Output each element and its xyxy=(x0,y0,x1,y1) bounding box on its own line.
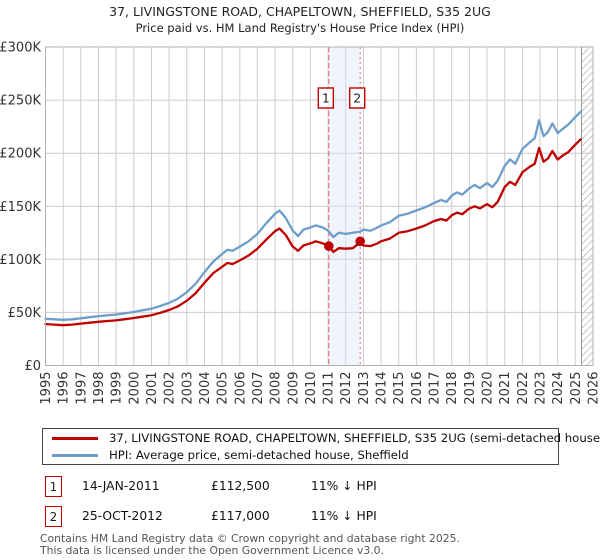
svg-text:1: 1 xyxy=(322,91,330,106)
svg-text:2022: 2022 xyxy=(516,372,531,405)
transaction-hpi-delta: 11% ↓ HPI xyxy=(311,509,377,523)
svg-text:2011: 2011 xyxy=(322,372,337,405)
svg-text:2001: 2001 xyxy=(145,372,160,405)
svg-text:2: 2 xyxy=(353,91,361,106)
svg-text:2016: 2016 xyxy=(410,372,425,405)
svg-text:1999: 1999 xyxy=(110,372,125,405)
svg-text:£250K: £250K xyxy=(0,94,41,109)
transaction-price: £112,500 xyxy=(211,479,270,493)
svg-text:2003: 2003 xyxy=(180,372,195,405)
sale-marker-label-2: 2 xyxy=(349,87,366,109)
svg-text:2013: 2013 xyxy=(357,372,372,405)
svg-text:2012: 2012 xyxy=(339,372,354,405)
transaction-price: £117,000 xyxy=(211,509,270,523)
svg-text:2000: 2000 xyxy=(127,372,142,405)
legend-item-price-paid: 37, LIVINGSTONE ROAD, CHAPELTOWN, SHEFFI… xyxy=(52,431,600,445)
svg-text:2010: 2010 xyxy=(304,372,319,405)
svg-text:2014: 2014 xyxy=(375,372,390,405)
svg-text:2019: 2019 xyxy=(463,372,478,405)
legend-label: 37, LIVINGSTONE ROAD, CHAPELTOWN, SHEFFI… xyxy=(109,431,600,445)
y-axis-labels: £0 £50K £100K £150K £200K £250K £300K xyxy=(0,41,41,375)
licence-line: This data is licensed under the Open Gov… xyxy=(40,544,384,557)
copyright-line: Contains HM Land Registry data © Crown c… xyxy=(40,532,460,545)
svg-text:2002: 2002 xyxy=(163,372,178,405)
sale-point-2 xyxy=(355,236,366,247)
chart-legend: 37, LIVINGSTONE ROAD, CHAPELTOWN, SHEFFI… xyxy=(42,428,600,465)
svg-text:2007: 2007 xyxy=(251,372,266,405)
svg-text:1996: 1996 xyxy=(57,372,72,405)
svg-text:2021: 2021 xyxy=(498,372,513,405)
legend-label: HPI: Average price, semi-detached house,… xyxy=(109,448,409,462)
sale-point-1 xyxy=(324,241,334,251)
transaction-row: 2 25-OCT-2012 £117,000 11% ↓ HPI xyxy=(0,506,600,528)
transaction-number-badge: 2 xyxy=(45,506,62,527)
svg-text:2026: 2026 xyxy=(587,372,600,405)
svg-text:2018: 2018 xyxy=(445,372,460,405)
svg-text:1998: 1998 xyxy=(92,372,107,405)
svg-text:1997: 1997 xyxy=(74,372,89,405)
x-axis-labels: 1995 1996 1997 1998 1999 2000 2001 2002 2003 2004… xyxy=(39,372,600,405)
svg-text:2005: 2005 xyxy=(216,372,231,405)
hpi-line xyxy=(44,110,582,321)
svg-text:2006: 2006 xyxy=(233,372,248,405)
svg-text:2017: 2017 xyxy=(428,372,443,405)
hpi-line-swatch xyxy=(52,453,98,457)
svg-text:£150K: £150K xyxy=(0,200,41,215)
transaction-hpi-delta: 11% ↓ HPI xyxy=(311,479,377,493)
svg-text:2015: 2015 xyxy=(392,372,407,405)
svg-text:2008: 2008 xyxy=(269,372,284,405)
page-title: 37, LIVINGSTONE ROAD, CHAPELTOWN, SHEFFI… xyxy=(109,4,491,19)
svg-text:£300K: £300K xyxy=(0,41,41,56)
svg-text:1995: 1995 xyxy=(39,372,54,405)
transaction-number-badge: 1 xyxy=(45,476,62,497)
future-hatch-region xyxy=(581,47,593,366)
svg-text:2023: 2023 xyxy=(534,372,549,405)
svg-text:£200K: £200K xyxy=(0,147,41,162)
svg-text:2009: 2009 xyxy=(286,372,301,405)
svg-text:£0: £0 xyxy=(24,359,41,374)
page-subtitle: Price paid vs. HM Land Registry's House … xyxy=(135,21,465,35)
svg-text:£100K: £100K xyxy=(0,253,41,268)
transaction-date: 14-JAN-2011 xyxy=(82,479,160,493)
price-paid-line xyxy=(44,138,582,327)
transaction-row: 1 14-JAN-2011 £112,500 11% ↓ HPI xyxy=(0,476,600,498)
transaction-date: 25-OCT-2012 xyxy=(82,509,163,523)
price-line-swatch xyxy=(52,436,98,440)
svg-text:2004: 2004 xyxy=(198,372,213,405)
sale-marker-label-1: 1 xyxy=(317,87,334,109)
svg-text:2024: 2024 xyxy=(551,372,566,405)
svg-text:2020: 2020 xyxy=(481,372,496,405)
svg-text:£50K: £50K xyxy=(8,306,42,321)
svg-text:2025: 2025 xyxy=(569,372,584,405)
legend-item-hpi: HPI: Average price, semi-detached house,… xyxy=(52,448,558,462)
